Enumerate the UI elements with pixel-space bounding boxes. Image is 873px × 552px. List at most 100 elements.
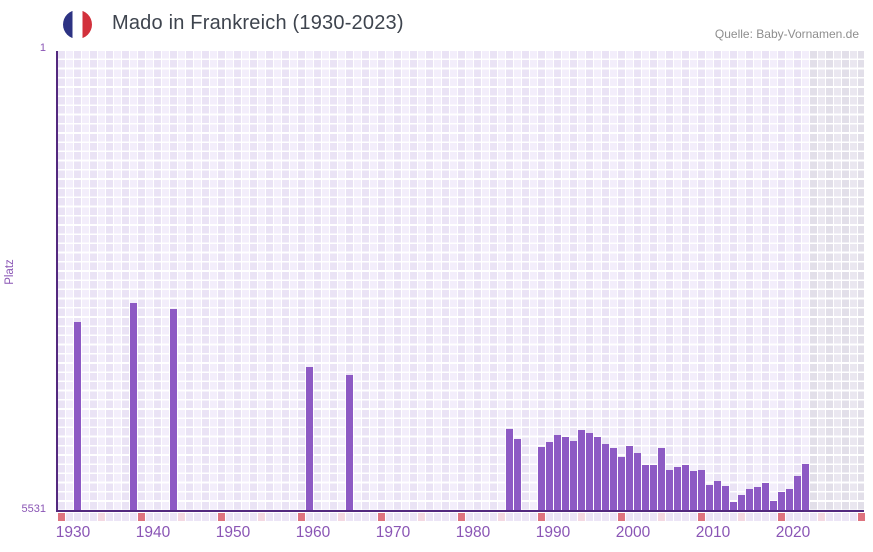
x-axis-label-2020: 2020 [775,524,811,541]
year-marker-1954 [250,513,257,521]
year-marker-1972 [394,513,401,521]
bar-2011[interactable] [706,485,713,511]
year-marker-1967 [354,513,361,521]
year-marker-1948 [202,513,209,521]
year-marker-1975 [418,513,425,521]
bar-2018[interactable] [762,483,769,511]
year-marker-1940 [138,513,145,521]
bar-1994[interactable] [570,441,577,511]
bar-1990[interactable] [538,446,545,511]
bar-1932[interactable] [74,321,81,511]
year-marker-1980 [458,513,465,521]
year-marker-1986 [506,513,513,521]
year-marker-2030 [858,513,865,521]
bar-1998[interactable] [602,444,609,511]
bar-2005[interactable] [658,448,665,511]
year-marker-2025 [818,513,825,521]
year-marker-1976 [426,513,433,521]
year-marker-2017 [754,513,761,521]
chart-plot-area[interactable] [58,51,864,511]
bar-1966[interactable] [346,374,353,511]
year-marker-1935 [98,513,105,521]
year-marker-1938 [122,513,129,521]
year-marker-2011 [706,513,713,521]
year-marker-2024 [810,513,817,521]
year-marker-2003 [642,513,649,521]
year-marker-1969 [370,513,377,521]
year-marker-strip [58,513,873,521]
year-marker-2018 [762,513,769,521]
bar-2019[interactable] [770,500,777,511]
bar-1961[interactable] [306,366,313,511]
year-marker-2023 [802,513,809,521]
year-marker-2009 [690,513,697,521]
bar-2016[interactable] [746,488,753,511]
year-marker-1999 [610,513,617,521]
year-marker-1993 [562,513,569,521]
bar-1944[interactable] [170,309,177,511]
bar-1997[interactable] [594,436,601,511]
bar-2003[interactable] [642,465,649,511]
x-axis-label-1950: 1950 [215,524,251,541]
year-marker-1973 [402,513,409,521]
bar-1995[interactable] [578,429,585,511]
bar-1991[interactable] [546,441,553,511]
bar-2000[interactable] [618,457,625,511]
year-marker-1930 [58,513,65,521]
year-marker-1953 [242,513,249,521]
year-marker-1943 [162,513,169,521]
year-marker-1962 [314,513,321,521]
bar-2008[interactable] [682,464,689,511]
bar-1999[interactable] [610,448,617,511]
year-marker-1971 [386,513,393,521]
bar-2002[interactable] [634,453,641,511]
bar-2010[interactable] [698,470,705,511]
year-marker-1958 [282,513,289,521]
year-marker-1997 [594,513,601,521]
bar-2017[interactable] [754,487,761,511]
bar-2020[interactable] [778,492,785,511]
bar-2015[interactable] [738,495,745,511]
bar-2001[interactable] [626,446,633,511]
year-marker-1983 [482,513,489,521]
bar-1996[interactable] [586,432,593,511]
x-axis-label-1980: 1980 [455,524,491,541]
year-marker-1941 [146,513,153,521]
year-marker-2001 [626,513,633,521]
y-axis-label-bottom: 5531 [21,503,46,515]
x-axis-label-1930: 1930 [55,524,91,541]
year-marker-1960 [298,513,305,521]
year-marker-1981 [466,513,473,521]
bar-1986[interactable] [506,428,513,511]
year-marker-1957 [274,513,281,521]
year-marker-1945 [178,513,185,521]
bar-2007[interactable] [674,466,681,511]
year-marker-2019 [770,513,777,521]
bar-2006[interactable] [666,469,673,511]
year-marker-1936 [106,513,113,521]
x-axis-labels: 1930 1940 1950 1960 1970 1980 1990 2000 2010 2020 [0,524,873,544]
bar-2013[interactable] [722,486,729,511]
year-marker-1951 [226,513,233,521]
bar-1993[interactable] [562,436,569,511]
bar-2009[interactable] [690,471,697,511]
bar-2014[interactable] [730,502,737,511]
bar-2004[interactable] [650,465,657,511]
bar-2021[interactable] [786,488,793,511]
year-marker-1974 [410,513,417,521]
year-marker-1998 [602,513,609,521]
bar-2022[interactable] [794,476,801,511]
bar-1992[interactable] [554,434,561,511]
year-marker-2028 [842,513,849,521]
year-marker-1991 [546,513,553,521]
bar-2012[interactable] [714,481,721,511]
bar-1987[interactable] [514,439,521,511]
year-marker-1952 [234,513,241,521]
year-marker-1944 [170,513,177,521]
bar-1939[interactable] [130,303,137,511]
year-marker-1995 [578,513,585,521]
bar-2023[interactable] [802,463,809,511]
x-axis-label-2000: 2000 [615,524,651,541]
year-marker-2010 [698,513,705,521]
